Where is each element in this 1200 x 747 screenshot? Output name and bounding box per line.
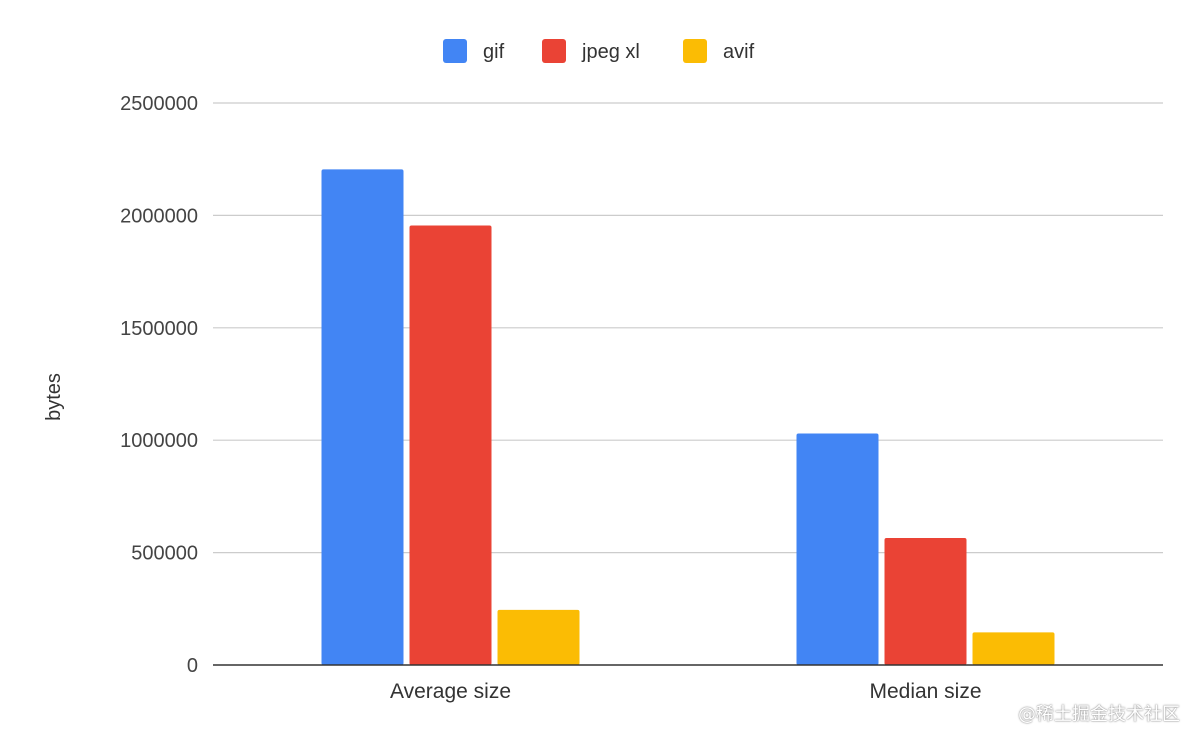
- x-category-label: Median size: [869, 680, 981, 703]
- y-tick-label: 2000000: [120, 205, 198, 227]
- bar-gif-average-size: [321, 169, 404, 666]
- legend-label: gif: [483, 41, 505, 63]
- legend-item: gif: [443, 39, 505, 63]
- y-tick-label: 500000: [131, 543, 198, 565]
- y-axis-title: bytes: [43, 373, 65, 421]
- y-tick-label: 1500000: [120, 318, 198, 340]
- legend-item: jpeg xl: [542, 39, 640, 63]
- bar-jpeg-xl-median-size: [884, 537, 967, 665]
- legend-swatch: [542, 39, 566, 63]
- y-tick-label: 0: [187, 655, 198, 677]
- legend-swatch: [443, 39, 467, 63]
- bar-gif-median-size: [796, 433, 879, 665]
- y-tick-label: 1000000: [120, 430, 198, 452]
- legend-label: jpeg xl: [581, 41, 640, 63]
- bar-jpeg-xl-average-size: [409, 225, 492, 666]
- watermark: @稀土掘金技术社区: [1018, 704, 1180, 725]
- y-tick-label: 2500000: [120, 93, 198, 115]
- legend-item: avif: [683, 39, 755, 63]
- axes: 0 500000 1000000 1500000 2000000 2500000 Avera…: [120, 93, 1163, 703]
- legend-label: avif: [723, 41, 755, 63]
- x-category-label: Average size: [390, 680, 511, 703]
- bar-avif-median-size: [972, 632, 1055, 665]
- bar-avif-average-size: [497, 609, 580, 665]
- legend-swatch: [683, 39, 707, 63]
- bars: [321, 169, 1055, 666]
- legend: gif jpeg xl avif: [443, 39, 755, 63]
